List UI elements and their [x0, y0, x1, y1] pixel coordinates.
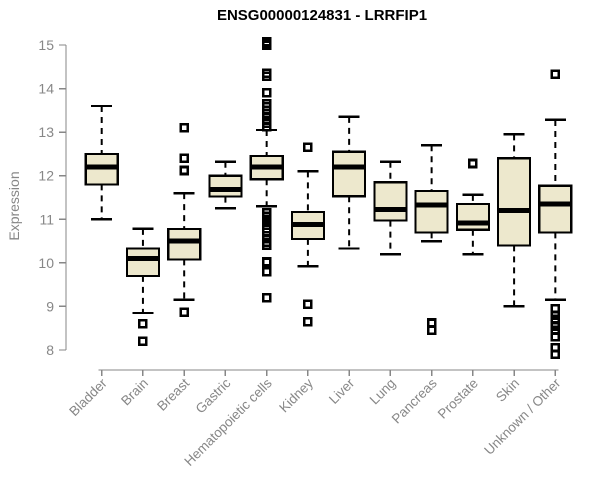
outlier-point [179, 122, 189, 133]
outlier-point [261, 257, 272, 267]
x-tick-label-unknown-other: Unknown / Other [481, 375, 564, 458]
outlier-point [261, 122, 272, 132]
y-axis-title: Expression [6, 171, 22, 241]
box-unknown-other [538, 69, 573, 360]
y-tick-label-12: 12 [38, 168, 54, 184]
y-tick-label-15: 15 [38, 37, 54, 53]
x-tick-label-lung: Lung [367, 376, 399, 408]
median-line [85, 164, 118, 170]
iqr-box [497, 157, 532, 247]
median-line [291, 222, 324, 228]
x-tick-label-breast: Breast [154, 375, 192, 413]
outlier-point [261, 71, 272, 82]
iqr-box [414, 189, 449, 234]
median-line [209, 187, 242, 193]
outlier-point [261, 266, 272, 277]
box-breast [167, 122, 202, 317]
x-tick-label-pancreas: Pancreas [389, 375, 440, 426]
x-tick-label-skin: Skin [493, 376, 522, 405]
median-line [168, 238, 201, 244]
outlier-point [261, 240, 272, 251]
median-line [498, 208, 531, 214]
median-line [415, 202, 448, 208]
outlier-point [179, 307, 189, 317]
outlier-point [426, 325, 437, 336]
x-tick-label-prostate: Prostate [435, 376, 481, 422]
box-bladder [84, 104, 119, 221]
iqr-box [455, 202, 490, 231]
box-pancreas [414, 144, 449, 336]
x-tick-label-bladder: Bladder [66, 375, 110, 419]
outlier-point [468, 158, 478, 169]
iqr-box [373, 181, 408, 222]
chart-title: ENSG00000124831 - LRRFIP1 [216, 7, 428, 24]
y-tick-label-8: 8 [46, 342, 54, 358]
box-brain [125, 227, 161, 347]
median-line [250, 164, 283, 170]
x-tick-label-brain: Brain [118, 376, 151, 409]
outlier-point [261, 292, 272, 303]
outlier-point [261, 40, 272, 50]
box-skin [497, 133, 532, 308]
outlier-point [179, 153, 189, 164]
outlier-point [303, 299, 313, 310]
box-liver [332, 115, 367, 250]
outlier-point [179, 165, 189, 176]
median-line [539, 201, 572, 207]
y-tick-label-13: 13 [38, 124, 54, 140]
iqr-box [332, 150, 367, 198]
x-tick-label-kidney: Kidney [276, 375, 316, 415]
box-hematopoietic-cells [249, 37, 284, 303]
outlier-point [550, 349, 561, 360]
median-line [374, 207, 407, 213]
x-tick-label-gastric: Gastric [193, 375, 234, 416]
y-tick-label-9: 9 [46, 298, 54, 314]
iqr-box [538, 184, 573, 234]
box-gastric [208, 160, 243, 210]
median-line [456, 220, 489, 226]
median-line [333, 164, 366, 170]
outlier-point [303, 316, 313, 327]
iqr-box [208, 174, 243, 198]
outlier-point [138, 319, 148, 329]
outlier-point [550, 69, 561, 79]
x-tick-label-liver: Liver [326, 375, 358, 407]
outlier-point [550, 332, 561, 342]
outlier-point [303, 142, 313, 153]
box-lung [373, 160, 408, 256]
iqr-box [125, 247, 161, 278]
y-tick-label-10: 10 [38, 255, 54, 271]
box-kidney [290, 142, 325, 327]
iqr-box [167, 227, 202, 261]
outlier-point [138, 336, 148, 347]
y-tick-label-14: 14 [38, 81, 54, 97]
box-prostate [455, 158, 490, 256]
outlier-point [426, 318, 437, 328]
median-line [126, 256, 159, 261]
outlier-point [261, 88, 272, 98]
y-tick-label-11: 11 [39, 211, 54, 227]
